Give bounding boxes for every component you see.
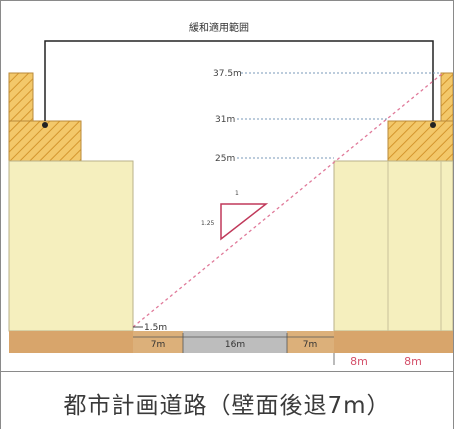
sidewalk-right <box>287 331 334 353</box>
slope-rise-label: 1 <box>235 190 239 197</box>
road-label-carriageway: 16m <box>225 340 245 350</box>
left-hatched-upper <box>8 72 34 122</box>
base-height-label: 1.5m <box>144 323 167 333</box>
height-label-31: 31m <box>215 115 235 125</box>
diagram-caption: 都市計画道路（壁面後退7m） <box>63 393 391 419</box>
right-building <box>333 160 453 332</box>
slope-run-label: 1.25 <box>201 220 215 227</box>
left-building <box>8 160 134 332</box>
carriageway <box>183 331 287 353</box>
range-label: 緩和適用範囲 <box>189 21 249 34</box>
road-label-sidewalk-right: 7m <box>303 340 318 350</box>
right-hatched-lower <box>387 120 453 162</box>
range-bracket <box>44 40 434 121</box>
range-point-left <box>42 122 48 128</box>
height-label-25: 25m <box>215 154 235 164</box>
slope-line <box>132 72 444 328</box>
sidewalk-left <box>133 331 183 353</box>
ground-left <box>9 331 133 353</box>
height-label-37-5: 37.5m <box>213 69 242 79</box>
ground-right <box>334 331 453 353</box>
range-point-right <box>430 122 436 128</box>
caption-box: 都市計画道路（壁面後退7m） <box>1 371 453 429</box>
setback-label-b: 8m <box>404 355 422 368</box>
setback-diagram: 緩和適用範囲 37.5m 31m 25m 1.25 1 1.5m 7m 16m … <box>8 21 453 368</box>
slope-triangle <box>220 203 269 241</box>
road-label-sidewalk-left: 7m <box>151 340 166 350</box>
right-hatched-upper <box>440 72 453 122</box>
setback-label-a: 8m <box>350 355 368 368</box>
